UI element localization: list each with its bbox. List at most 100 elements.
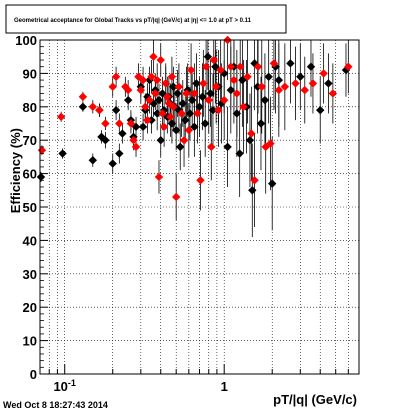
data-point-series-2 — [232, 89, 242, 98]
y-tick-label: 90 — [23, 66, 37, 81]
data-point-series-2 — [141, 102, 150, 111]
y-tick-label: 10 — [23, 334, 37, 349]
data-point-series-2 — [95, 105, 104, 115]
data-point-series-2 — [300, 85, 309, 95]
data-point-series-2 — [280, 82, 290, 91]
data-point-series-1 — [235, 149, 244, 158]
data-point-series-1 — [195, 102, 204, 111]
title-box: Geometrical acceptance for Global Tracks… — [5, 4, 287, 34]
data-point-series-1 — [78, 102, 88, 111]
data-point-series-2 — [204, 95, 213, 105]
data-point-series-2 — [169, 102, 178, 111]
data-point-series-1 — [296, 72, 305, 81]
data-point-series-1 — [178, 99, 187, 108]
data-point-series-1 — [200, 119, 210, 128]
data-point-series-2 — [143, 115, 152, 125]
data-point-series-2 — [166, 112, 175, 122]
data-point-series-2 — [226, 62, 236, 71]
data-point-series-1 — [185, 109, 195, 118]
y-tick-label: 100 — [15, 33, 37, 48]
chart-title: Geometrical acceptance for Global Tracks… — [14, 18, 252, 24]
data-point-series-2 — [308, 79, 318, 88]
data-point-series-2 — [193, 109, 202, 118]
data-point-series-2 — [209, 55, 218, 65]
data-point-series-2 — [111, 72, 121, 81]
y-tick-label: 70 — [23, 133, 37, 148]
data-point-series-2 — [239, 102, 248, 111]
data-point-series-1 — [58, 149, 67, 158]
data-point-series-1 — [167, 119, 177, 128]
data-point-series-1 — [145, 75, 154, 85]
data-point-series-1 — [206, 89, 215, 98]
data-point-series-2 — [266, 139, 275, 148]
data-point-series-2 — [156, 55, 165, 65]
data-point-series-1 — [324, 79, 333, 88]
data-point-series-2 — [344, 62, 353, 71]
data-point-series-2 — [201, 62, 211, 71]
data-point-series-1 — [238, 75, 247, 85]
data-point-series-1 — [88, 156, 97, 165]
data-point-series-2 — [129, 136, 138, 145]
data-point-series-2 — [154, 172, 164, 182]
x-tick-label: 10-1 — [53, 378, 75, 394]
data-point-series-1 — [123, 95, 133, 105]
data-point-series-1 — [198, 92, 207, 101]
data-point-series-1 — [138, 122, 148, 132]
data-point-series-1 — [115, 149, 124, 158]
data-point-series-1 — [286, 59, 295, 68]
data-point-series-1 — [274, 75, 284, 85]
data-point-series-1 — [264, 72, 273, 81]
data-point-series-2 — [250, 176, 259, 185]
data-point-series-2 — [182, 89, 191, 98]
data-point-series-2 — [131, 142, 141, 152]
data-point-series-2 — [179, 136, 189, 145]
data-point-series-1 — [223, 142, 232, 152]
data-point-series-2 — [236, 62, 245, 71]
data-point-series-2 — [123, 85, 133, 95]
data-point-series-1 — [306, 62, 316, 71]
data-point-series-2 — [269, 59, 279, 68]
data-point-series-2 — [199, 79, 208, 88]
data-point-series-1 — [111, 105, 121, 115]
data-point-series-1 — [217, 99, 226, 108]
x-tick-label: 1 — [221, 379, 228, 394]
data-point-series-1 — [156, 136, 165, 145]
data-point-series-2 — [257, 82, 266, 91]
data-point-series-2 — [151, 89, 160, 98]
data-point-series-2 — [274, 85, 284, 95]
data-point-series-1 — [36, 172, 46, 182]
data-point-series-1 — [248, 186, 257, 195]
data-point-series-1 — [158, 89, 167, 98]
data-point-series-2 — [158, 109, 167, 118]
data-point-series-2 — [291, 79, 300, 88]
y-tick-label: 80 — [23, 100, 37, 115]
data-point-series-1 — [260, 95, 270, 105]
data-point-series-2 — [152, 75, 162, 85]
data-point-series-1 — [211, 62, 220, 71]
data-point-series-2 — [56, 112, 66, 122]
data-point-series-1 — [108, 159, 117, 168]
data-point-series-2 — [243, 72, 252, 81]
data-point-series-2 — [161, 79, 170, 88]
data-point-series-1 — [192, 79, 201, 88]
data-point-series-2 — [138, 75, 148, 85]
data-point-series-1 — [268, 179, 277, 188]
data-point-series-2 — [78, 92, 88, 101]
data-point-series-2 — [115, 119, 124, 128]
data-point-series-2 — [149, 52, 158, 61]
data-point-series-2 — [101, 119, 110, 128]
y-tick-label: 0 — [30, 367, 37, 382]
data-point-series-1 — [154, 95, 164, 105]
data-point-series-1 — [101, 136, 110, 145]
data-point-series-2 — [190, 89, 199, 98]
data-point-series-2 — [229, 75, 239, 85]
data-point-series-2 — [164, 99, 174, 108]
data-point-series-2 — [328, 89, 338, 98]
data-point-series-2 — [207, 142, 216, 152]
data-point-series-2 — [136, 85, 146, 95]
data-point-series-1 — [245, 136, 255, 145]
data-point-series-1 — [131, 122, 141, 132]
y-tick-label: 50 — [23, 200, 37, 215]
data-point-series-1 — [226, 85, 236, 95]
